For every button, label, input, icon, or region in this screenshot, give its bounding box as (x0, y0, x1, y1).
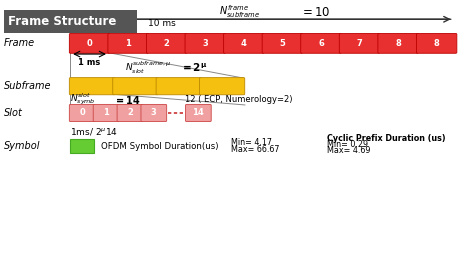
Text: $= 10$: $= 10$ (300, 5, 330, 18)
Text: 4: 4 (241, 39, 247, 48)
Text: Min= 4.17: Min= 4.17 (231, 138, 272, 147)
FancyBboxPatch shape (185, 104, 211, 122)
Text: Slot: Slot (4, 108, 23, 118)
Text: 3: 3 (151, 108, 157, 117)
FancyBboxPatch shape (69, 104, 95, 122)
Text: $N^{subframe,\mu}_{slot}$: $N^{subframe,\mu}_{slot}$ (125, 59, 172, 76)
Text: Min= 0.29: Min= 0.29 (328, 140, 368, 149)
Text: 12 ( ECP, Numerology=2): 12 ( ECP, Numerology=2) (185, 95, 292, 104)
Text: 0: 0 (79, 108, 85, 117)
Text: $N^{frame}_{subframe}$: $N^{frame}_{subframe}$ (219, 4, 261, 20)
Text: Frame Structure: Frame Structure (8, 15, 117, 28)
FancyBboxPatch shape (117, 104, 143, 122)
Text: $N^{slot}_{symb}$: $N^{slot}_{symb}$ (70, 92, 96, 107)
FancyBboxPatch shape (301, 33, 341, 53)
Text: 8: 8 (434, 39, 439, 48)
Text: Max= 4.69: Max= 4.69 (328, 146, 371, 155)
FancyBboxPatch shape (417, 33, 457, 53)
Text: 5: 5 (280, 39, 285, 48)
Text: 8: 8 (395, 39, 401, 48)
FancyBboxPatch shape (224, 33, 264, 53)
Text: $\mathbf{= 2^{\mu}}$: $\mathbf{= 2^{\mu}}$ (181, 61, 208, 74)
FancyBboxPatch shape (339, 33, 380, 53)
Text: Max= 66.67: Max= 66.67 (231, 145, 280, 154)
Text: 3: 3 (202, 39, 208, 48)
FancyBboxPatch shape (378, 33, 418, 53)
FancyBboxPatch shape (69, 78, 115, 95)
Text: Cyclic Prefix Duration (us): Cyclic Prefix Duration (us) (328, 134, 446, 143)
Text: 1: 1 (125, 39, 131, 48)
Text: 1ms/ $2^{\mu}$14: 1ms/ $2^{\mu}$14 (70, 125, 118, 137)
FancyBboxPatch shape (69, 33, 110, 53)
Text: Subframe: Subframe (4, 81, 51, 91)
FancyBboxPatch shape (156, 78, 201, 95)
FancyBboxPatch shape (93, 104, 119, 122)
FancyBboxPatch shape (262, 33, 302, 53)
Text: 1 ms: 1 ms (78, 57, 100, 67)
FancyBboxPatch shape (141, 104, 167, 122)
FancyBboxPatch shape (200, 78, 245, 95)
FancyBboxPatch shape (146, 33, 187, 53)
Text: 2: 2 (164, 39, 170, 48)
FancyBboxPatch shape (4, 10, 137, 33)
FancyBboxPatch shape (108, 33, 148, 53)
FancyBboxPatch shape (70, 139, 94, 153)
Text: 2: 2 (127, 108, 133, 117)
Text: $\mathbf{= 14}$: $\mathbf{= 14}$ (114, 93, 141, 106)
Text: 1: 1 (103, 108, 109, 117)
Text: 10 ms: 10 ms (148, 19, 176, 28)
Text: 6: 6 (318, 39, 324, 48)
Text: OFDM Symbol Duration(us): OFDM Symbol Duration(us) (101, 142, 219, 151)
Text: Frame: Frame (4, 38, 35, 48)
Text: 0: 0 (87, 39, 92, 48)
Text: Symbol: Symbol (4, 141, 40, 151)
Text: 7: 7 (356, 39, 363, 48)
FancyBboxPatch shape (113, 78, 158, 95)
FancyBboxPatch shape (185, 33, 226, 53)
Text: 14: 14 (192, 108, 204, 117)
